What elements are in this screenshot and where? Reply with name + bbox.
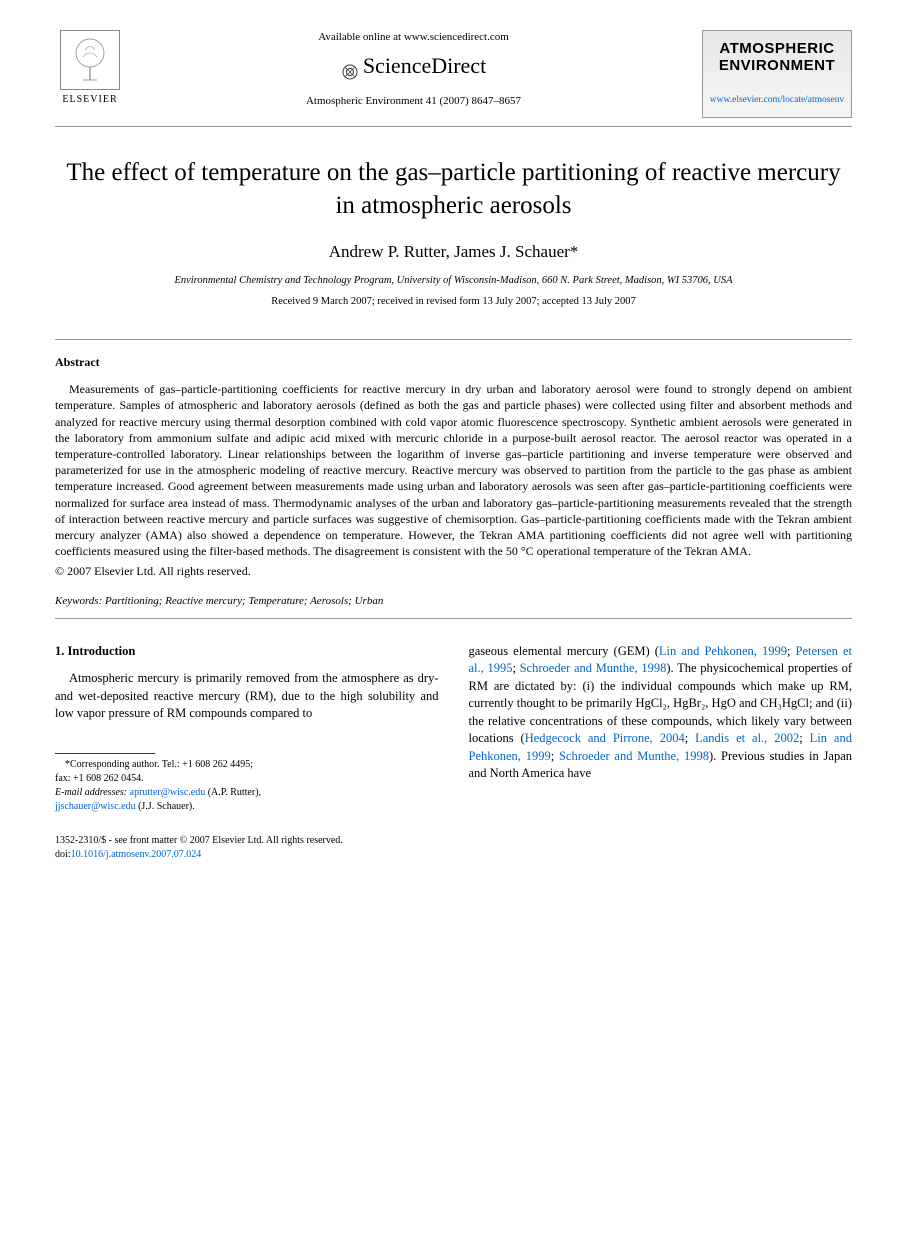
email-name-2: (J.J. Schauer). [136, 801, 195, 812]
authors: Andrew P. Rutter, James J. Schauer* [55, 240, 852, 264]
sciencedirect-text: ScienceDirect [363, 53, 486, 78]
sciencedirect-icon [341, 59, 359, 77]
email-name-1: (A.P. Rutter), [205, 787, 261, 798]
email-link-1[interactable]: aprutter@wisc.edu [130, 787, 206, 798]
journal-box: ATMOSPHERIC ENVIRONMENT www.elsevier.com… [702, 30, 852, 118]
col2-text-1: gaseous elemental mercury (GEM) ( [469, 644, 659, 658]
citation-link-3[interactable]: Schroeder and Munthe, 1998 [520, 661, 667, 675]
bottom-meta: 1352-2310/$ - see front matter © 2007 El… [55, 834, 852, 862]
abstract-top-rule [55, 339, 852, 340]
corresponding-author-footnote: *Corresponding author. Tel.: +1 608 262 … [55, 758, 439, 814]
footnote-rule [55, 753, 155, 754]
journal-box-title-line1: ATMOSPHERIC [719, 40, 834, 57]
article-dates: Received 9 March 2007; received in revis… [55, 295, 852, 310]
citation-link-4[interactable]: Hedgecock and Pirrone, 2004 [525, 731, 685, 745]
elsevier-tree-icon [60, 30, 120, 90]
journal-homepage-link[interactable]: www.elsevier.com/locate/atmosenv [710, 95, 844, 105]
citation-link-5[interactable]: Landis et al., 2002 [695, 731, 799, 745]
abstract-copyright: © 2007 Elsevier Ltd. All rights reserved… [55, 563, 852, 580]
journal-box-link[interactable]: www.elsevier.com/locate/atmosenv [709, 94, 845, 107]
doi-link[interactable]: 10.1016/j.atmosenv.2007.07.024 [71, 849, 202, 860]
email-link-2[interactable]: jjschauer@wisc.edu [55, 801, 136, 812]
intro-paragraph-left: Atmospheric mercury is primarily removed… [55, 670, 439, 723]
doi-label: doi: [55, 849, 71, 860]
abstract-bottom-rule [55, 618, 852, 619]
col2-sep2: ; [512, 661, 519, 675]
citation-link-1[interactable]: Lin and Pehkonen, 1999 [659, 644, 787, 658]
fax-text: fax: +1 608 262 0454. [55, 772, 144, 786]
col2-sep1: ; [787, 644, 796, 658]
keywords: Keywords: Partitioning; Reactive mercury… [55, 594, 852, 609]
section-heading: 1. Introduction [55, 643, 439, 661]
section-title: Introduction [68, 644, 136, 658]
elsevier-logo: ELSEVIER [55, 30, 125, 107]
paper-title: The effect of temperature on the gas–par… [55, 157, 852, 222]
section-number: 1. [55, 644, 64, 658]
abstract-body: Measurements of gas–particle-partitionin… [55, 381, 852, 559]
header-rule [55, 126, 852, 127]
intro-paragraph-right: gaseous elemental mercury (GEM) (Lin and… [469, 643, 853, 783]
sciencedirect-logo: ScienceDirect [145, 51, 682, 82]
journal-citation: Atmospheric Environment 41 (2007) 8647–8… [145, 94, 682, 109]
header-center: Available online at www.sciencedirect.co… [125, 30, 702, 110]
col2-sep4: ; [799, 731, 809, 745]
available-online-text: Available online at www.sciencedirect.co… [145, 30, 682, 45]
elsevier-label: ELSEVIER [62, 93, 117, 107]
abstract-label: Abstract [55, 354, 852, 371]
email-label: E-mail addresses: [55, 787, 127, 798]
affiliation: Environmental Chemistry and Technology P… [55, 274, 852, 289]
corresponding-text: *Corresponding author. Tel.: +1 608 262 … [65, 759, 253, 770]
journal-box-title-line2: ENVIRONMENT [719, 57, 835, 74]
citation-link-7[interactable]: Schroeder and Munthe, 1998 [559, 749, 709, 763]
right-column: gaseous elemental mercury (GEM) (Lin and… [469, 643, 853, 814]
body-columns: 1. Introduction Atmospheric mercury is p… [55, 643, 852, 814]
journal-box-title: ATMOSPHERIC ENVIRONMENT [709, 41, 845, 74]
col2-sep5: ; [551, 749, 559, 763]
issn-text: 1352-2310/$ - see front matter © 2007 El… [55, 835, 343, 846]
abstract-text: Measurements of gas–particle-partitionin… [55, 381, 852, 559]
header-row: ELSEVIER Available online at www.science… [55, 30, 852, 118]
col2-sep3: ; [685, 731, 695, 745]
left-column: 1. Introduction Atmospheric mercury is p… [55, 643, 439, 814]
